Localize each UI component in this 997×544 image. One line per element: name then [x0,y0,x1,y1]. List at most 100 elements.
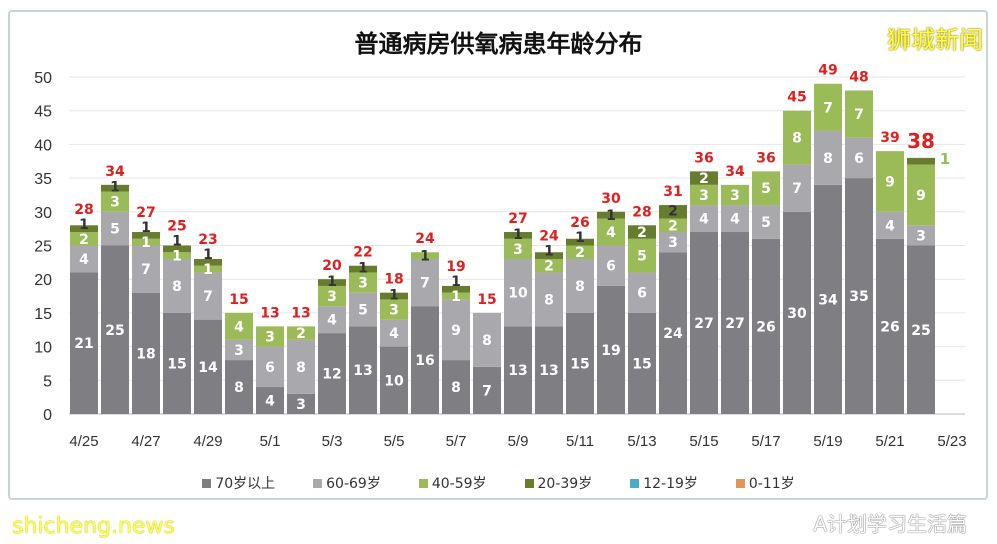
bar-segment [318,306,346,334]
bar-segment [597,211,625,219]
total-label: 39 [880,130,899,146]
segment-label: 3 [916,228,926,244]
bar-segment [101,211,129,246]
x-tick-label: 4/29 [193,433,222,450]
segment-label: 1 [606,208,616,224]
bar-segment [349,272,377,293]
bar-segment [597,245,625,286]
y-tick-label: 20 [34,272,52,289]
total-label: 31 [663,184,682,200]
segment-label: 2 [699,171,709,187]
segment-label: 9 [885,174,895,190]
bar-segment [907,164,935,226]
bar-segment [659,218,687,233]
legend-item: 20-39岁 [524,473,593,493]
legend-label: 70岁以上 [215,476,276,492]
segment-label: 5 [761,215,771,231]
bar-segment [690,171,718,185]
y-tick-label: 15 [34,306,52,323]
segment-label: 2 [575,245,585,261]
total-label: 28 [632,204,651,220]
x-tick-label: 5/23 [937,433,966,450]
x-tick-label: 5/17 [751,433,780,450]
bar-segment [783,211,811,414]
segment-label: 4 [265,394,275,410]
segment-label: 1 [389,288,399,304]
total-label: 28 [74,202,93,218]
bar-segment [535,252,563,259]
bar-segment [845,178,873,414]
bar-segment [845,137,873,179]
bar-segment [70,245,98,273]
total-label: 34 [725,164,745,180]
total-label: 18 [384,272,403,288]
segment-label: 6 [637,286,647,302]
bar-segment [70,272,98,414]
bar-segment [597,218,625,246]
bar-segment [442,292,470,300]
x-tick-label: 4/25 [69,433,98,450]
total-label: 36 [694,150,713,166]
bar-segment [225,339,253,361]
bar-segment [349,292,377,327]
legend-item: 40-59岁 [418,473,487,493]
segment-label: 18 [136,346,155,362]
bar-segment [907,157,935,165]
bar-segment [287,393,315,414]
segment-label: 3 [327,289,337,305]
total-label: 38 [907,129,935,153]
segment-label: 8 [451,380,461,396]
segment-label: 1 [544,244,554,260]
y-tick-label: 25 [34,239,52,256]
total-label: 30 [601,191,621,207]
segment-label: 4 [327,313,337,329]
bar-segment [473,366,501,414]
segment-label: 25 [911,323,930,339]
bar-segment [442,360,470,414]
bar-segment [504,326,532,414]
segment-label: 35 [849,289,868,305]
segment-label: 8 [544,292,554,308]
segment-label: 15 [570,356,589,372]
segment-label: 3 [234,343,244,359]
bar-segment [442,285,470,293]
total-label: 26 [570,215,589,231]
segment-label: 1 [79,217,89,233]
total-label: 23 [198,232,217,248]
bar-segment [783,164,811,212]
bar-segment [256,387,284,414]
y-tick-label: 40 [34,137,52,154]
bar-segment [380,299,408,320]
segment-label: 1 [203,262,213,278]
legend-swatch [202,478,212,488]
bar-segment [783,110,811,165]
bar-segment [411,306,439,414]
legend-label: 60-69岁 [326,476,381,492]
segment-label: 8 [575,279,585,295]
total-label: 25 [167,219,186,235]
bar-segment [628,225,656,239]
segment-label: 5 [637,249,647,265]
segment-label: 9 [451,323,461,339]
segment-label: 13 [508,363,527,379]
total-label: 27 [508,211,527,227]
segment-label: 7 [854,107,864,123]
segment-label: 8 [172,279,182,295]
segment-label: 7 [420,276,430,292]
legend-label: 20-39岁 [537,476,593,492]
bar-segment [318,285,346,307]
segment-label: 15 [632,356,651,372]
segment-label: 12 [322,367,341,383]
bar-segment [721,184,749,206]
bar-segment [907,245,935,414]
segment-label: 1 [110,180,120,196]
x-tick-label: 5/21 [875,433,904,450]
x-tick-label: 5/3 [322,433,343,450]
segment-label: 3 [513,242,523,258]
bar-segment [597,285,625,414]
bar-segment [411,258,439,307]
bar-segment [194,319,222,414]
legend-item: 60-69岁 [313,473,381,493]
bar-segment [845,90,873,138]
segment-label: 27 [725,316,744,332]
